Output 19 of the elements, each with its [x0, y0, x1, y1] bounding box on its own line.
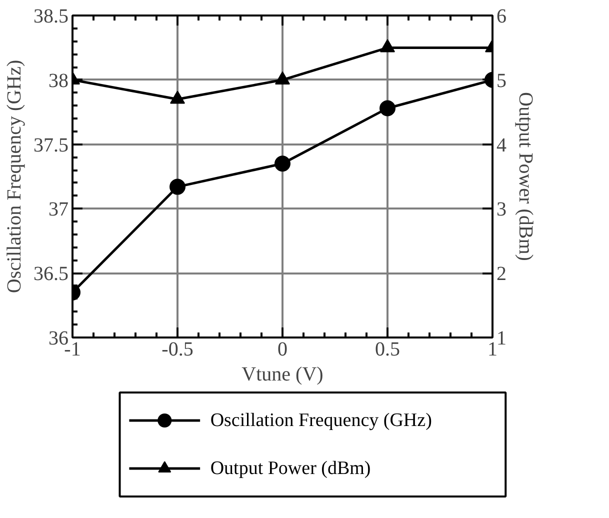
x-tick-label: 1	[488, 338, 498, 360]
x-tick-label: 0.5	[375, 338, 400, 360]
y2-tick-label: 5	[496, 70, 506, 92]
legend-label: Output Power (dBm)	[210, 458, 371, 479]
y2-tick-label: 2	[496, 263, 506, 286]
y2-axis-title: Output Power (dBm)	[514, 92, 536, 261]
x-tick-label: 0	[278, 338, 288, 360]
y-tick-label: 37.5	[34, 134, 68, 156]
y2-tick-label: 3	[496, 198, 506, 221]
y-tick-label: 38.5	[34, 6, 68, 28]
y2-tick-label: 6	[496, 6, 506, 28]
y-tick-label: 36.5	[34, 263, 68, 286]
y-tick-label: 37	[48, 198, 68, 221]
y2-tick-label: 4	[496, 134, 506, 156]
y-tick-label: 38	[48, 70, 68, 92]
y-axis-title: Oscillation Frequency (GHz)	[4, 60, 26, 294]
x-axis-title: Vtune (V)	[242, 364, 324, 386]
x-tick-label: -0.5	[162, 338, 194, 360]
legend-label: Oscillation Frequency (GHz)	[210, 410, 432, 431]
